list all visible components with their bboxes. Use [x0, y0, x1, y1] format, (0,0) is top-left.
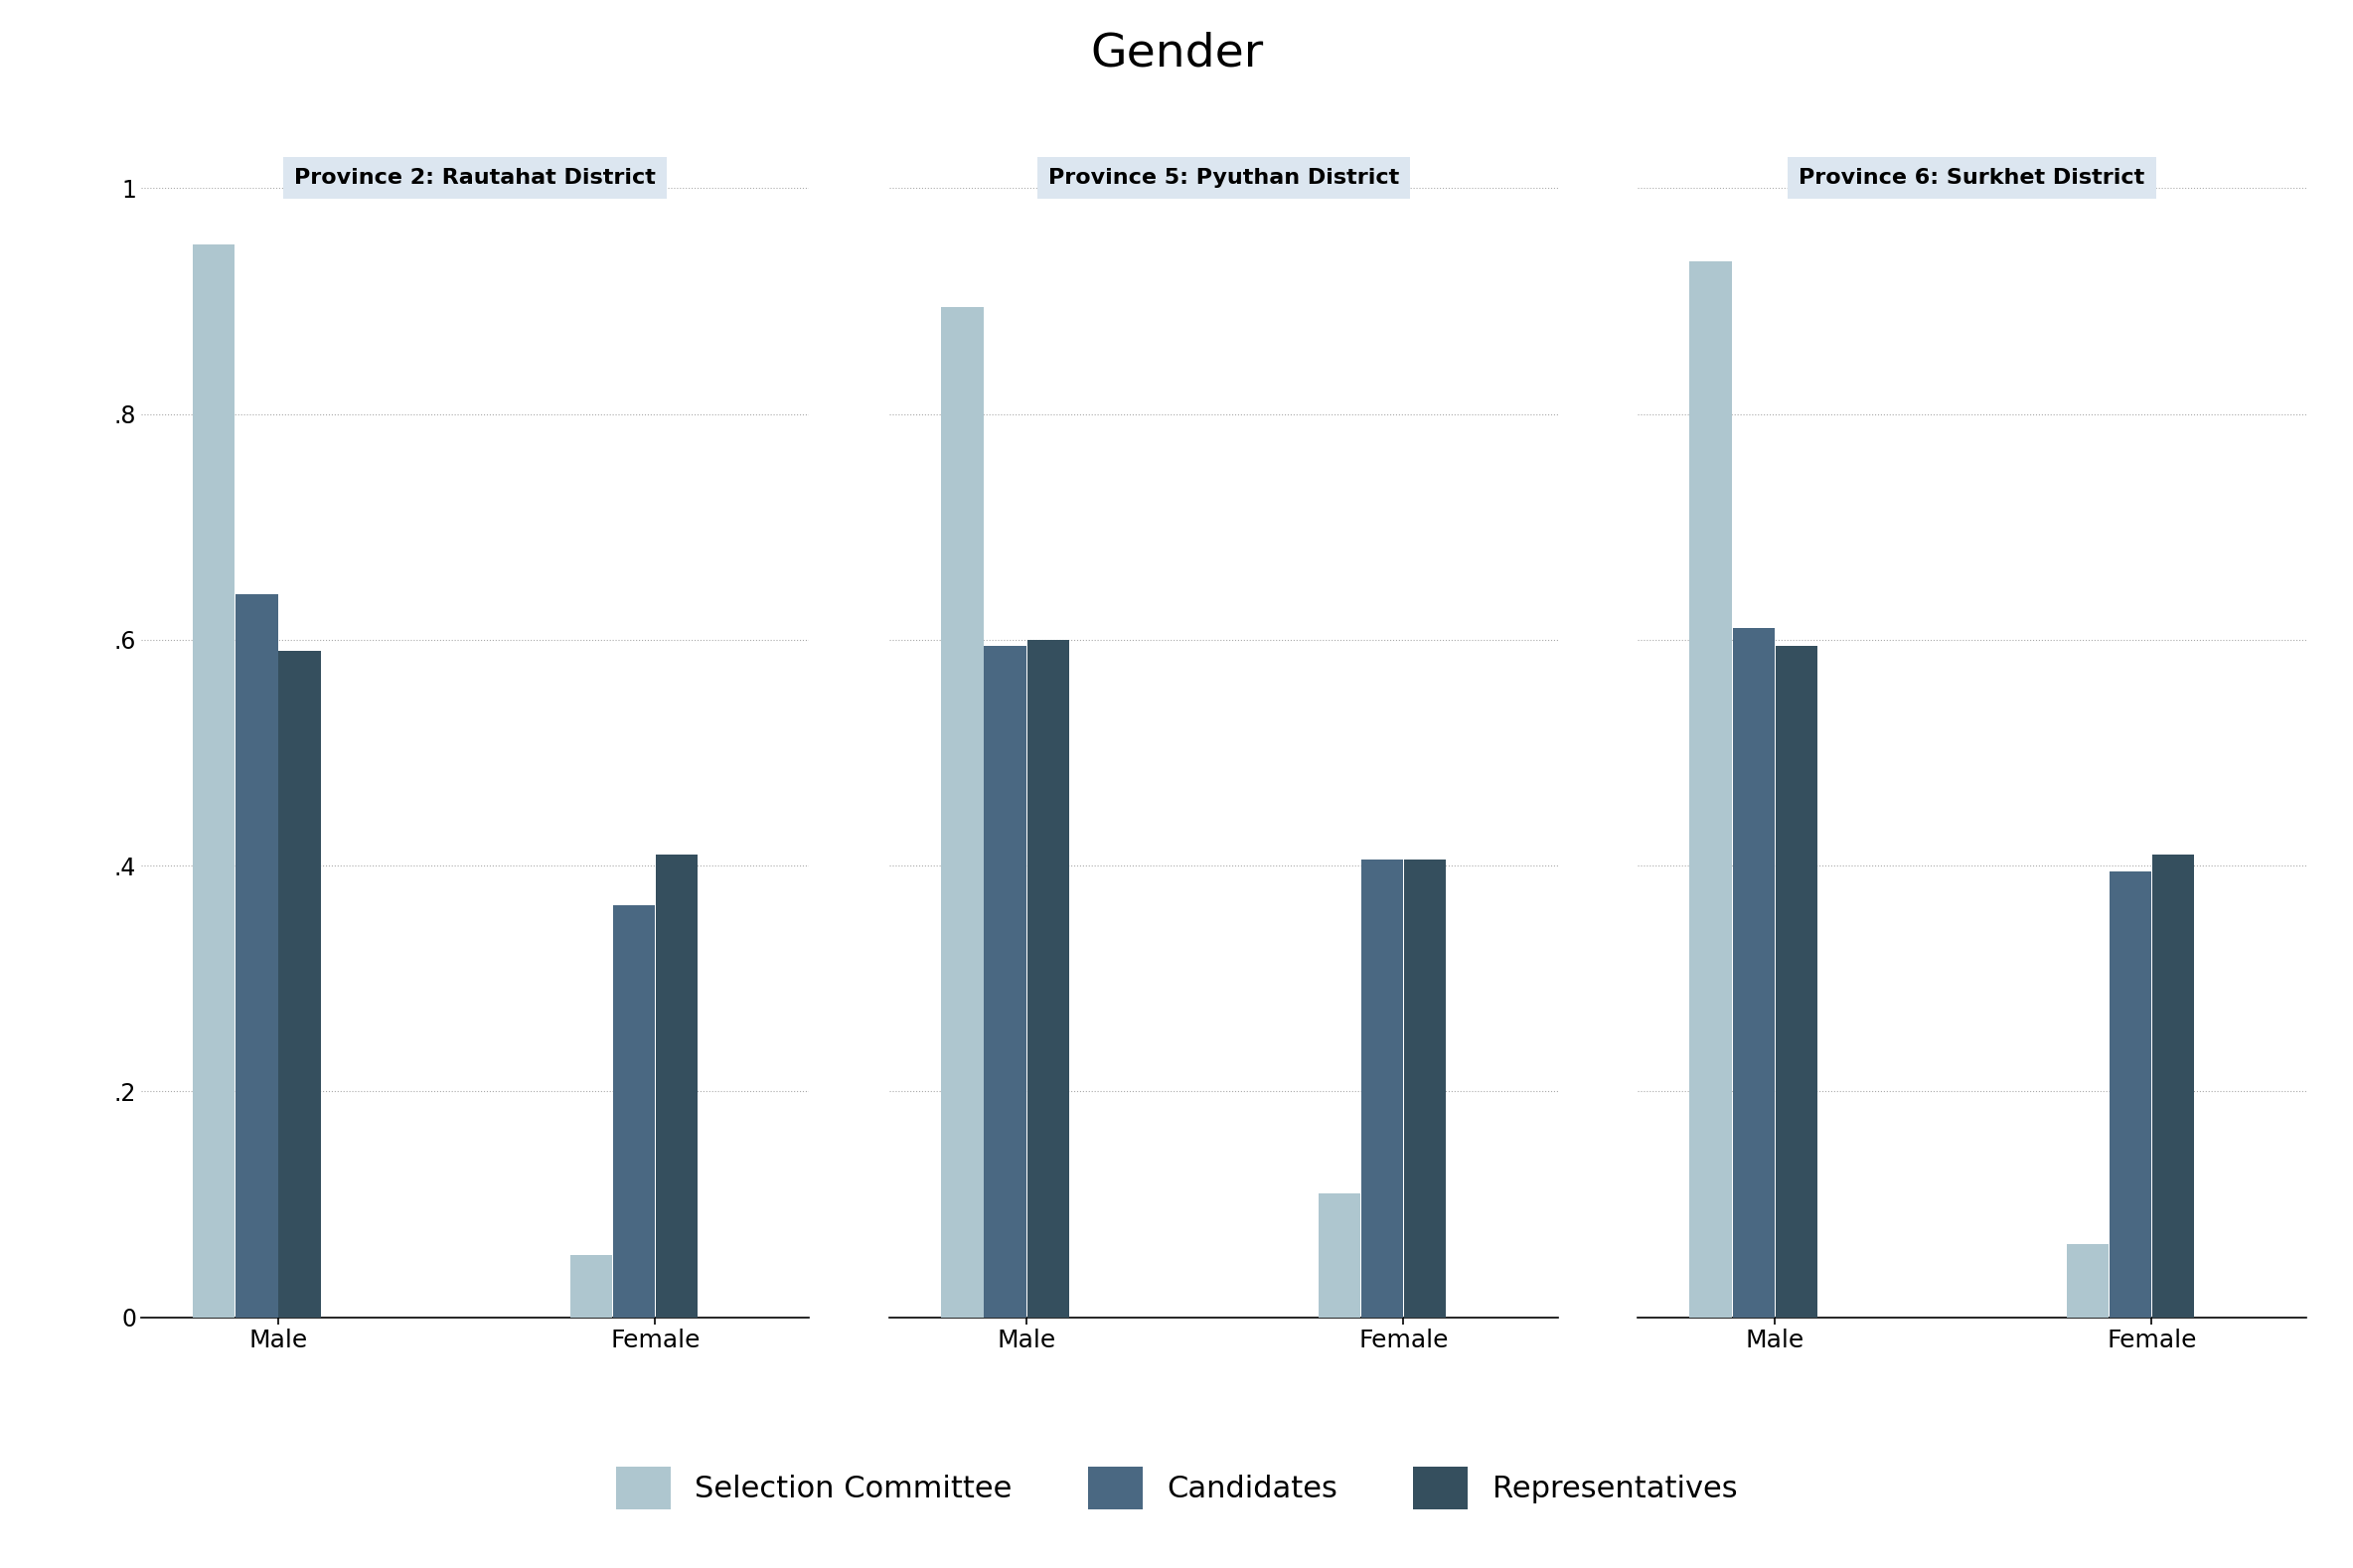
Bar [1689, 262, 1732, 1317]
Text: Province 6: Surkhet District: Province 6: Surkhet District [1798, 168, 2146, 188]
Bar [2066, 1243, 2108, 1317]
Bar [235, 594, 278, 1317]
Text: Gender: Gender [1089, 31, 1264, 77]
Bar [1774, 646, 1817, 1317]
Bar [569, 1254, 612, 1317]
Bar [1732, 629, 1774, 1317]
Bar [1318, 1193, 1360, 1317]
Bar [1405, 859, 1445, 1317]
Legend: Selection Committee, Candidates, Representatives: Selection Committee, Candidates, Represe… [602, 1454, 1751, 1521]
Bar [984, 646, 1026, 1317]
Bar [2153, 855, 2193, 1317]
Bar [1026, 640, 1068, 1317]
Text: Province 5: Pyuthan District: Province 5: Pyuthan District [1047, 168, 1400, 188]
Bar [2108, 872, 2151, 1317]
Bar [941, 307, 984, 1317]
Text: Province 2: Rautahat District: Province 2: Rautahat District [294, 168, 656, 188]
Bar [278, 651, 320, 1317]
Bar [656, 855, 696, 1317]
Bar [1360, 859, 1402, 1317]
Bar [193, 245, 235, 1317]
Bar [612, 905, 654, 1317]
